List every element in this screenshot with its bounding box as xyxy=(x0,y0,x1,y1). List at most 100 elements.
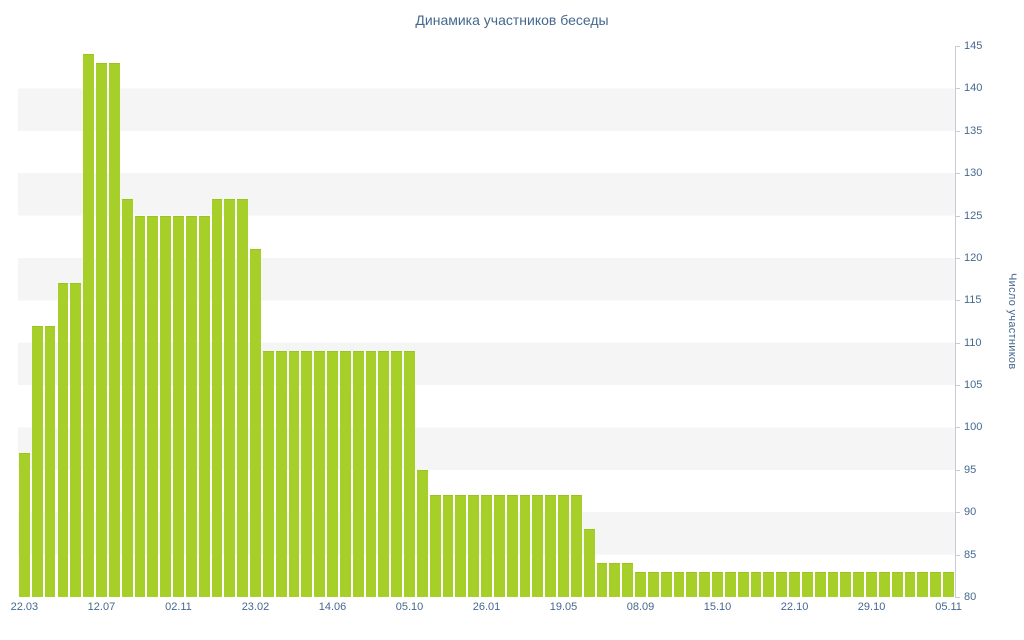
bar xyxy=(930,571,942,597)
bar xyxy=(262,351,274,597)
x-tick-label: 23.02 xyxy=(241,601,270,613)
bar xyxy=(712,571,723,597)
bar xyxy=(737,571,749,597)
bar xyxy=(468,495,480,597)
y-tick-label: 130 xyxy=(964,167,983,180)
bar xyxy=(853,571,865,597)
x-tick-label: 02.11 xyxy=(165,601,192,613)
x-tick-label: 05.11 xyxy=(935,601,962,613)
y-tick-label: 145 xyxy=(964,40,983,52)
bar xyxy=(635,571,646,597)
y-tick-mark xyxy=(955,597,960,598)
bar xyxy=(237,198,249,597)
bar xyxy=(545,495,557,597)
y-tick-mark xyxy=(955,46,960,47)
bar xyxy=(878,571,890,597)
bar xyxy=(365,351,377,597)
bar xyxy=(250,249,261,597)
bar xyxy=(493,495,505,597)
bar xyxy=(583,529,595,597)
bar xyxy=(19,452,30,597)
bar xyxy=(108,62,120,597)
bar xyxy=(686,571,698,597)
bar xyxy=(866,571,877,597)
bar xyxy=(339,351,351,597)
bar xyxy=(763,571,775,597)
chart-title: Динамика участников беседы xyxy=(415,12,609,28)
bar xyxy=(455,495,467,597)
bar xyxy=(211,198,223,597)
x-tick-label: 05.10 xyxy=(395,601,424,613)
bar xyxy=(724,571,736,597)
y-tick-label: 105 xyxy=(964,379,983,392)
bar xyxy=(352,351,364,597)
bar xyxy=(327,351,338,597)
bar xyxy=(622,563,634,597)
bar xyxy=(943,571,954,597)
bar xyxy=(378,351,390,597)
plot-area xyxy=(18,46,955,597)
x-tick-label: 19.05 xyxy=(549,601,578,613)
bar xyxy=(519,495,531,597)
x-tick-label: 26.01 xyxy=(472,601,501,613)
bar xyxy=(776,571,788,597)
bar xyxy=(429,495,441,597)
y-tick-label: 85 xyxy=(964,548,977,561)
x-axis-ticks: 22.03 12.07 02.11 23.02 14.06 05.10 26.01 19.05… xyxy=(0,601,1024,617)
y-tick-label: 100 xyxy=(964,421,983,434)
bar xyxy=(314,351,326,597)
bar xyxy=(647,571,659,597)
bar xyxy=(596,563,608,597)
bar xyxy=(570,495,582,597)
y-tick-mark xyxy=(955,130,960,132)
bar xyxy=(31,325,43,597)
bar xyxy=(904,571,916,597)
y-tick-label: 110 xyxy=(964,336,982,349)
bar xyxy=(827,571,839,597)
bar xyxy=(121,198,133,597)
y-tick-label: 80 xyxy=(964,591,977,603)
bar xyxy=(96,62,107,597)
y-tick-label: 95 xyxy=(964,463,977,476)
bar xyxy=(609,563,621,597)
y-tick-mark xyxy=(955,215,960,217)
bar xyxy=(416,469,428,597)
y-tick-label: 125 xyxy=(964,209,983,222)
x-tick-label: 12.07 xyxy=(87,601,116,613)
bar xyxy=(404,351,415,597)
bar xyxy=(891,571,903,597)
bar xyxy=(173,215,184,597)
y-tick-mark xyxy=(955,300,960,302)
y-tick-label: 140 xyxy=(964,82,983,95)
bar xyxy=(275,351,287,597)
y-tick-mark xyxy=(955,427,960,429)
bar xyxy=(301,351,313,597)
bar xyxy=(134,215,146,597)
bar xyxy=(789,571,800,597)
y-tick-mark xyxy=(955,469,960,471)
bar xyxy=(57,283,69,597)
bar xyxy=(506,495,518,597)
bar xyxy=(391,351,403,597)
bar xyxy=(750,571,762,597)
y-tick-label: 90 xyxy=(964,506,977,519)
y-axis-line xyxy=(955,46,956,598)
bar xyxy=(185,215,197,597)
y-tick-mark xyxy=(955,554,960,556)
y-tick-label: 135 xyxy=(964,124,983,137)
bars-container xyxy=(18,46,955,597)
bar xyxy=(44,325,56,597)
y-axis-title: Число участников xyxy=(1006,273,1018,370)
bar xyxy=(70,283,82,597)
y-tick-label: 120 xyxy=(964,251,983,264)
bar xyxy=(442,495,454,597)
y-tick-mark xyxy=(955,512,960,514)
x-tick-label: 22.10 xyxy=(780,601,809,613)
bar xyxy=(917,571,929,597)
bar xyxy=(814,571,826,597)
bar xyxy=(699,571,711,597)
bar xyxy=(198,215,210,597)
bar xyxy=(224,198,236,597)
x-tick-label: 08.09 xyxy=(626,601,655,613)
